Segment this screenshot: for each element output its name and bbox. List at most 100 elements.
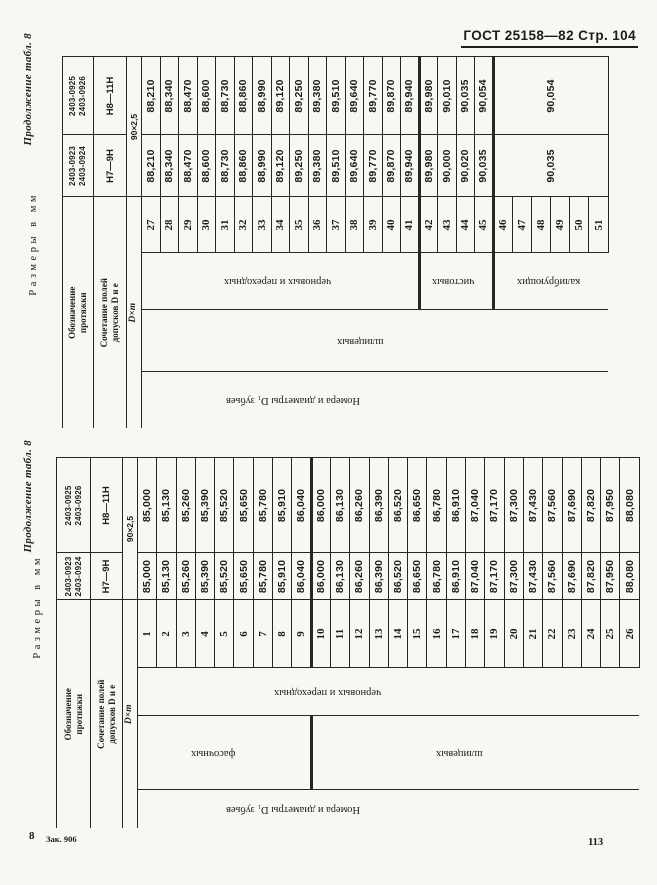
tooth-number-cell: 40 (382, 196, 401, 253)
page-header: ГОСТ 25158—82 Стр. 104 (461, 28, 638, 48)
diameter-value-cell: 85,520 (214, 552, 234, 600)
diameter-value-cell: 85,260 (176, 552, 196, 600)
tolerance-header-cell: Сочетание полей допусков D и е (90, 599, 123, 828)
tolerance-value-cell: Н7—9Н (90, 552, 123, 600)
diameter-value-cell: 89,120 (271, 134, 290, 197)
diameter-value-cell: 90,020 (456, 134, 475, 197)
diameter-value-cell: 89,640 (345, 134, 364, 197)
diameter-value-cell: 88,210 (141, 134, 160, 197)
tooth-type-label-cell: шлицевых (311, 716, 640, 790)
table-row: шлицевых 10 86,000 86,000 (311, 457, 640, 828)
diameter-value-cell: 87,950 (600, 552, 620, 600)
diameter-value-cell: 87,820 (581, 457, 601, 553)
diameter-value-cell: 88,730 (215, 56, 234, 135)
diameter-value-cell: 87,430 (523, 552, 543, 600)
tooth-number-cell: 44 (456, 196, 475, 253)
tooth-section-label-cell: чистовых (419, 253, 493, 310)
diameter-value-cell: 88,600 (197, 134, 216, 197)
tooth-number-cell: 14 (388, 599, 408, 668)
tooth-number-cell: 2 (156, 599, 177, 668)
tooth-number-cell: 8 (272, 599, 292, 668)
diameter-value-cell: 88,860 (234, 134, 253, 197)
tooth-number-cell: 18 (465, 599, 485, 668)
diameter-value-cell: 86,260 (349, 552, 370, 600)
designation-header-cell: Обозначение протяжки (62, 196, 94, 428)
footer-signature-mark: 8 (29, 830, 35, 842)
diameter-value-cell: 88,990 (252, 134, 271, 197)
diameter-value-cell: 90,035 (474, 134, 493, 197)
diameter-value-cell: 89,380 (308, 134, 327, 197)
diameter-value-cell: 86,910 (446, 457, 466, 553)
diameter-value-cell: 86,650 (407, 457, 427, 553)
footer-order-number: Зак. 906 (46, 834, 77, 844)
tooth-number-cell: 30 (197, 196, 216, 253)
rotated-table-2: Обозначение протяжки 2403-0923 2403-0924 2… (56, 457, 640, 828)
tooth-number-cell: 33 (252, 196, 271, 253)
tooth-group-label-cell: Номера и диаметры D₁ зубьев (137, 790, 640, 828)
diameter-value-cell: 85,260 (176, 457, 196, 553)
tooth-number-cell: 21 (523, 599, 543, 668)
diameter-value-cell: 86,780 (426, 457, 447, 553)
diameter-value-cell: 90,000 (437, 134, 456, 197)
diameter-value-cell: 89,980 (419, 56, 438, 135)
tolerance-value-cell: Н7—9Н (93, 134, 127, 197)
dxm-header-cell: D×m (126, 196, 142, 428)
tooth-number-cell: 50 (569, 196, 589, 253)
diameter-value-cell: 85,780 (253, 457, 273, 553)
table-row: Обозначение протяжки 2403-0923 2403-0924 2… (62, 56, 94, 428)
diameter-value-cell: 86,000 (311, 457, 331, 553)
table-row: Сочетание полей допусков D и е Н7—9Н Н8—11… (90, 457, 123, 828)
diameter-value-cell: 87,300 (504, 457, 524, 553)
diameter-value-cell: 86,390 (369, 552, 389, 600)
designation-header-cell: Обозначение протяжки (56, 599, 91, 828)
diameter-value-cell: 89,940 (400, 134, 419, 197)
diameter-value-cell: 86,040 (291, 457, 312, 553)
diameter-value-cell: 88,860 (234, 56, 253, 135)
dxm-value-cell: 90×2,5 (126, 56, 142, 197)
diameter-value-cell: 86,780 (426, 552, 447, 600)
diameter-value-cell: 88,990 (252, 56, 271, 135)
tooth-number-cell: 22 (542, 599, 563, 668)
table-row: Обозначение протяжки 2403-0923 2403-0924 2… (56, 457, 91, 828)
tooth-number-cell: 15 (407, 599, 427, 668)
tooth-number-cell: 35 (289, 196, 308, 253)
diameter-value-cell: 85,130 (156, 552, 177, 600)
diameter-value-cell: 87,690 (562, 552, 582, 600)
tooth-section-label-cell-text: черновых и переходных (274, 686, 382, 698)
diameter-value-cell: 87,820 (581, 552, 601, 600)
tooth-number-cell: 1 (137, 599, 157, 668)
tooth-number-cell: 4 (195, 599, 215, 668)
tooth-number-cell: 26 (619, 599, 640, 668)
tooth-number-cell: 12 (349, 599, 370, 668)
diameter-value-cell: 89,250 (289, 56, 308, 135)
tooth-type-label-cell: шлицевых (141, 310, 609, 372)
tooth-number-cell: 28 (160, 196, 179, 253)
diameter-value-cell: 87,430 (523, 457, 543, 553)
diameter-value-cell: 85,650 (233, 552, 254, 600)
diameter-value-cell: 87,040 (465, 552, 485, 600)
designation-value-cell: 2403-0923 2403-0924 (56, 552, 91, 600)
tolerance-value-cell: Н8—11Н (93, 56, 127, 135)
diameter-value-cell: 85,390 (195, 552, 215, 600)
tooth-number-cell: 42 (419, 196, 438, 253)
diameter-value-cell: 85,130 (156, 457, 177, 553)
diameter-value-cell: 88,470 (178, 56, 197, 135)
diameter-value-cell: 89,870 (382, 134, 401, 197)
diameter-value-cell: 89,870 (382, 56, 401, 135)
diameter-value-cell: 87,560 (542, 457, 563, 553)
table-row: D×m 90×2,5 (126, 56, 142, 428)
table-row: Номера и диаметры D₁ зубьев шлицевых черно… (141, 56, 609, 428)
tooth-number-cell: 13 (369, 599, 389, 668)
broach-table-2: Обозначение протяжки 2403-0923 2403-0924 2… (56, 457, 640, 828)
diameter-value-cell: 87,690 (562, 457, 582, 553)
diameter-value-cell: 88,210 (141, 56, 160, 135)
tooth-number-cell: 27 (141, 196, 160, 253)
tooth-type-label-cell-text: шлицевых (337, 335, 384, 347)
tooth-number-cell: 41 (400, 196, 419, 253)
diameter-value-cell: 87,950 (600, 457, 620, 553)
designation-value-cell: 2403-0925 2403-0926 (62, 56, 94, 135)
diameter-value-cell: 89,770 (363, 56, 382, 135)
tooth-number-cell: 24 (581, 599, 601, 668)
diameter-value-cell: 88,470 (178, 134, 197, 197)
diameter-value-cell: 85,000 (137, 552, 157, 600)
